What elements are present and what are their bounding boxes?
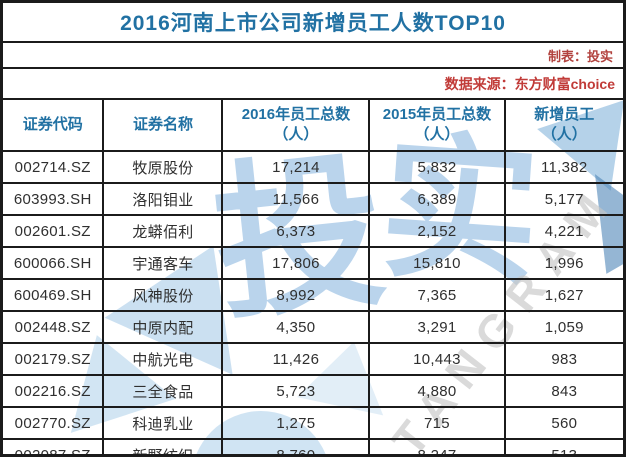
column-header-new-employees: 新增员工 （人） xyxy=(503,100,623,152)
table-body: 002714.SZ 牧原股份 17,214 5,832 11,382 60399… xyxy=(3,150,623,454)
new-employees-cell: 843 xyxy=(503,374,623,408)
column-header-stock-code: 证券代码 xyxy=(3,100,105,152)
stock-name-cell: 牧原股份 xyxy=(102,150,224,184)
new-employees-cell: 4,221 xyxy=(503,214,623,248)
table-row: 002601.SZ 龙蟒佰利 6,373 2,152 4,221 xyxy=(3,214,623,248)
table-row: 002179.SZ 中航光电 11,426 10,443 983 xyxy=(3,342,623,376)
stock-name-cell: 三全食品 xyxy=(102,374,224,408)
column-header-employees-2016: 2016年员工总数 （人） xyxy=(221,100,371,152)
table-row: 603993.SH 洛阳钼业 11,566 6,389 5,177 xyxy=(3,182,623,216)
new-employees-cell: 1,627 xyxy=(503,278,623,312)
column-header-text: （人） xyxy=(273,126,319,143)
stock-code-cell: 002087.SZ xyxy=(3,438,105,454)
column-header-employees-2015: 2015年员工总数 （人） xyxy=(368,100,506,152)
column-header-text: 2015年员工总数 xyxy=(382,105,492,123)
new-employees-cell: 983 xyxy=(503,342,623,376)
stock-code-cell: 002179.SZ xyxy=(3,342,105,376)
stock-code-cell: 002770.SZ xyxy=(3,406,105,440)
stock-name-cell: 中航光电 xyxy=(102,342,224,376)
employees-2015-cell: 2,152 xyxy=(368,214,506,248)
employees-2015-cell: 7,365 xyxy=(368,278,506,312)
stock-code-cell: 600066.SH xyxy=(3,246,105,280)
employees-2016-cell: 1,275 xyxy=(221,406,371,440)
employees-2016-cell: 8,760 xyxy=(221,438,371,454)
stock-code-cell: 002714.SZ xyxy=(3,150,105,184)
new-employees-cell: 1,059 xyxy=(503,310,623,344)
stock-code-cell: 002448.SZ xyxy=(3,310,105,344)
data-source-label: 数据来源：东方财富choice xyxy=(3,69,623,100)
stock-name-cell: 风神股份 xyxy=(102,278,224,312)
column-header-text: 证券代码 xyxy=(22,115,83,133)
employees-2016-cell: 8,992 xyxy=(221,278,371,312)
column-header-text: （人） xyxy=(414,126,460,143)
table-row: 002770.SZ 科迪乳业 1,275 715 560 xyxy=(3,406,623,440)
employees-2015-cell: 15,810 xyxy=(368,246,506,280)
employees-2016-cell: 11,566 xyxy=(221,182,371,216)
stock-name-cell: 新野纺织 xyxy=(102,438,224,454)
column-header-text: （人） xyxy=(541,126,587,143)
table-row: 002448.SZ 中原内配 4,350 3,291 1,059 xyxy=(3,310,623,344)
column-header-text: 2016年员工总数 xyxy=(241,105,351,123)
page-title: 2016河南上市公司新增员工人数TOP10 xyxy=(3,3,623,43)
new-employees-cell: 11,382 xyxy=(503,150,623,184)
prepared-by-label: 制表：投实 xyxy=(3,43,623,69)
employees-2016-cell: 6,373 xyxy=(221,214,371,248)
stock-code-cell: 002216.SZ xyxy=(3,374,105,408)
new-employees-cell: 1,996 xyxy=(503,246,623,280)
table-row: 002087.SZ 新野纺织 8,760 8,247 513 xyxy=(3,438,623,454)
new-employees-cell: 513 xyxy=(503,438,623,454)
table-row: 600066.SH 宇通客车 17,806 15,810 1,996 xyxy=(3,246,623,280)
stock-code-cell: 002601.SZ xyxy=(3,214,105,248)
new-employees-cell: 5,177 xyxy=(503,182,623,216)
employees-2015-cell: 5,832 xyxy=(368,150,506,184)
new-employees-cell: 560 xyxy=(503,406,623,440)
stock-name-cell: 科迪乳业 xyxy=(102,406,224,440)
stock-code-cell: 603993.SH xyxy=(3,182,105,216)
table-header-row: 证券代码 证券名称 2016年员工总数 （人） 2015年员工总数 （人） xyxy=(3,100,623,152)
employees-2015-cell: 10,443 xyxy=(368,342,506,376)
stock-name-cell: 龙蟒佰利 xyxy=(102,214,224,248)
employees-2015-cell: 4,880 xyxy=(368,374,506,408)
table-row: 600469.SH 风神股份 8,992 7,365 1,627 xyxy=(3,278,623,312)
top10-table: 证券代码 证券名称 2016年员工总数 （人） 2015年员工总数 （人） xyxy=(3,100,623,454)
employees-2016-cell: 17,806 xyxy=(221,246,371,280)
column-header-text: 新增员工 xyxy=(534,105,595,123)
stock-code-cell: 600469.SH xyxy=(3,278,105,312)
column-header-text: 证券名称 xyxy=(132,115,193,133)
employees-2016-cell: 11,426 xyxy=(221,342,371,376)
employees-2016-cell: 17,214 xyxy=(221,150,371,184)
employees-2015-cell: 6,389 xyxy=(368,182,506,216)
employees-2016-cell: 5,723 xyxy=(221,374,371,408)
stock-name-cell: 洛阳钼业 xyxy=(102,182,224,216)
table-row: 002714.SZ 牧原股份 17,214 5,832 11,382 xyxy=(3,150,623,184)
stock-name-cell: 中原内配 xyxy=(102,310,224,344)
stock-name-cell: 宇通客车 xyxy=(102,246,224,280)
employees-2015-cell: 8,247 xyxy=(368,438,506,454)
column-header-stock-name: 证券名称 xyxy=(102,100,224,152)
employees-2015-cell: 3,291 xyxy=(368,310,506,344)
table-row: 002216.SZ 三全食品 5,723 4,880 843 xyxy=(3,374,623,408)
employees-2015-cell: 715 xyxy=(368,406,506,440)
employees-2016-cell: 4,350 xyxy=(221,310,371,344)
